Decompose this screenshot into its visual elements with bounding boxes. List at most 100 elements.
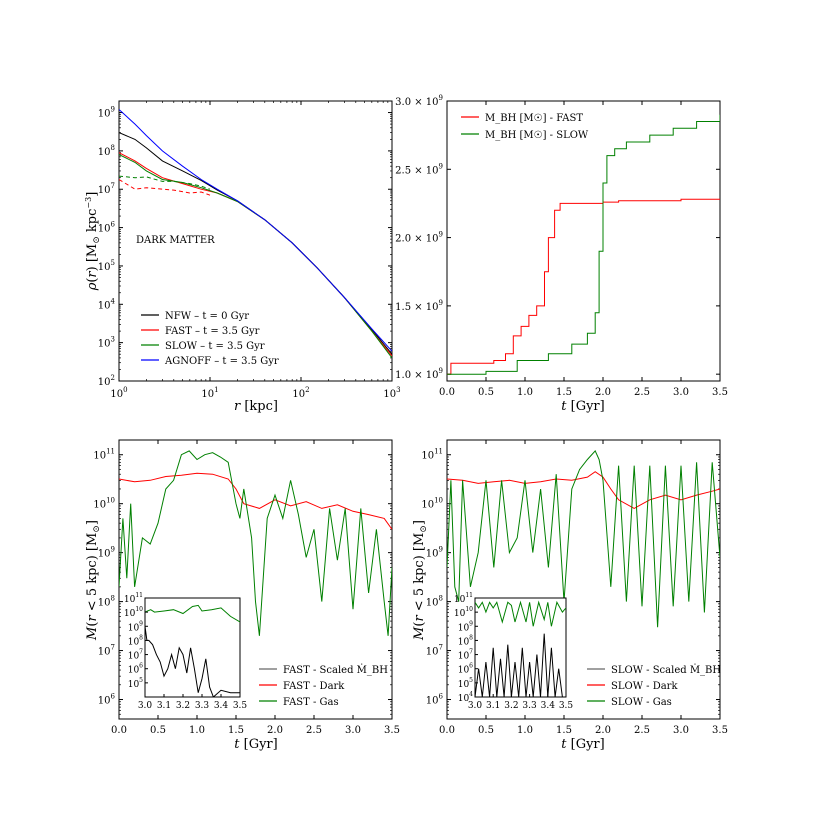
density-ylabel: ρ(r) [M⊙ kpc−3]: [84, 192, 102, 292]
density-lines: [119, 109, 392, 359]
slow-inset-ytick-label: 1011: [454, 592, 473, 605]
slow-legend-label: SLOW - Scaled Ṁ_BH: [611, 664, 721, 676]
slow-inset-ytick-label: 107: [458, 649, 473, 662]
bh-xtick-label: 2.0: [595, 387, 611, 398]
density-ytick-label: 106: [98, 221, 116, 235]
density-xtick-label: 102: [292, 386, 309, 400]
slow-xtick-label: 3.0: [673, 725, 689, 736]
fast-ticks: 0.0 0.5 1.0 1.5 2.0 2.5 3.0 3.51061071081091010…: [93, 439, 400, 736]
slow-ytick-label: 1010: [421, 497, 443, 511]
slow-inset-xtick-label: 3.5: [559, 701, 574, 711]
slow-xtick-label: 1.5: [556, 725, 572, 736]
bh-xtick-label: 0.5: [478, 387, 494, 398]
fast-inset-series-0-line: [145, 604, 240, 623]
bh-lines: [447, 114, 720, 375]
slow-ylabel: M(r < 5 kpc) [M⊙]: [412, 520, 429, 641]
density-legend-label: AGNOFF – t = 3.5 Gyr: [164, 356, 279, 367]
slow-inset-ytick-label: 109: [458, 620, 473, 633]
slow-ytick-label: 1011: [421, 448, 443, 462]
fast-inset-ytick-label: 105: [128, 677, 143, 690]
bh-ytick-label: 2.5 × 109: [395, 162, 443, 176]
slow-inset-ytick-label: 104: [458, 691, 473, 704]
slow-inset-ytick-label: 105: [458, 677, 473, 690]
density-axes-frame: [118, 100, 393, 382]
slow-ytick-label: 107: [426, 644, 443, 658]
slow-ticks: 0.0 0.5 1.0 1.5 2.0 2.5 3.0 3.51061071081091010…: [421, 439, 728, 736]
bh-legend: M_BH [M☉] - FAST M_BH [M☉] - SLOW: [461, 113, 589, 141]
fast-legend: FAST - Scaled Ṁ_BH FAST - Dark FAST - Gas: [259, 664, 388, 708]
fast-xlabel: t [Gyr]: [234, 737, 277, 752]
fast-inset-xtick-label: 3.2: [176, 701, 190, 711]
density-ytick-label: 102: [98, 374, 115, 388]
density-legend-label: NFW – t = 0 Gyr: [165, 311, 249, 322]
slow-inset-xtick-label: 3.1: [486, 701, 500, 711]
fast-ytick-label: 109: [98, 546, 115, 560]
bh-ytick-label: 2.0 × 109: [395, 231, 443, 245]
density-xtick-label: 101: [201, 386, 218, 400]
dark-matter-label: DARK MATTER: [136, 235, 215, 246]
density-series-4-line: [119, 175, 211, 190]
slow-xtick-label: 0.0: [439, 725, 455, 736]
fast-ytick-label: 106: [98, 693, 116, 707]
slow-inset-ytick-label: 1010: [454, 606, 473, 619]
fast-inset-frame: [144, 597, 241, 698]
density-xtick-label: 100: [110, 386, 127, 400]
slow-ytick-label: 109: [426, 546, 443, 560]
slow-inset-xtick-label: 3.0: [468, 701, 483, 711]
density-ytick-label: 105: [98, 259, 115, 273]
bh-legend-label: M_BH [M☉] - SLOW: [485, 130, 589, 141]
density-ytick-label: 108: [98, 144, 115, 158]
fast-xtick-label: 3.0: [345, 725, 361, 736]
fast-inset-xtick-label: 3.1: [157, 701, 171, 711]
slow-inset-ytick-label: 108: [458, 634, 473, 647]
slow-xtick-label: 2.5: [634, 725, 650, 736]
fast-ytick-label: 107: [98, 644, 115, 658]
slow-inner-mass-panel: 0.0 0.5 1.0 1.5 2.0 2.5 3.0 3.51061071081091010…: [412, 439, 728, 752]
bh-xtick-label: 2.5: [634, 387, 650, 398]
fast-series-2-line: [119, 450, 392, 636]
fast-ytick-label: 1010: [93, 497, 115, 511]
fast-inset-ytick-label: 1010: [124, 606, 143, 619]
bh-series-0-line: [447, 198, 720, 375]
bh-axes-frame: [446, 100, 721, 382]
bh-ytick-label: 3.0 × 109: [395, 94, 443, 108]
slow-xtick-label: 2.0: [595, 725, 611, 736]
fast-legend-label: FAST - Gas: [283, 697, 339, 708]
density-ticks: 100 101 102 103 102 103 104 105 106 107 108 109: [98, 100, 401, 400]
density-legend-label: SLOW – t = 3.5 Gyr: [165, 341, 265, 352]
slow-legend-label: SLOW - Dark: [611, 681, 678, 692]
slow-inset-frame: [474, 597, 567, 698]
bh-ticks: 0.0 0.5 1.0 1.5 2.0 2.5 3.0 3.5 1.0 × 109 1.5 × 1…: [395, 94, 728, 398]
slow-xtick-label: 0.5: [478, 725, 494, 736]
bh-xtick-label: 1.0: [517, 387, 533, 398]
slow-ytick-label: 108: [426, 595, 443, 609]
fast-inset-xtick-label: 3.4: [214, 701, 229, 711]
bh-mass-panel: 0.0 0.5 1.0 1.5 2.0 2.5 3.0 3.5 1.0 × 109 1.5 × 1…: [395, 94, 728, 414]
slow-inset-ytick-label: 106: [458, 663, 473, 676]
fast-xtick-label: 2.5: [306, 725, 322, 736]
slow-inset-lines: [475, 600, 566, 697]
density-xtick-label: 103: [383, 386, 400, 400]
fast-xtick-label: 2.0: [267, 725, 283, 736]
fast-inset-ytick-label: 109: [128, 620, 143, 633]
bh-ytick-label: 1.0 × 109: [395, 367, 443, 381]
slow-series-2-line: [447, 450, 720, 628]
slow-inset-series-1-line: [475, 633, 566, 697]
bh-ytick-label: 1.5 × 109: [395, 299, 443, 313]
fast-inset-ytick-label: 1011: [124, 592, 143, 605]
slow-legend-label: SLOW - Gas: [611, 697, 672, 708]
density-ytick-label: 104: [98, 297, 116, 311]
density-series-2-line: [119, 179, 211, 196]
fast-ytick-label: 1011: [93, 448, 115, 462]
bh-xlabel: t [Gyr]: [561, 399, 604, 414]
fast-inset-lines: [145, 604, 240, 697]
bh-series-1-line: [447, 114, 720, 375]
fast-inner-mass-panel: 0.0 0.5 1.0 1.5 2.0 2.5 3.0 3.51061071081091010…: [85, 439, 400, 752]
fast-inset-ytick-label: 108: [128, 634, 143, 647]
slow-ytick-label: 106: [426, 693, 444, 707]
fast-series-1-line: [119, 472, 392, 530]
fast-inset-ytick-label: 106: [128, 663, 143, 676]
bh-xtick-label: 3.0: [673, 387, 689, 398]
